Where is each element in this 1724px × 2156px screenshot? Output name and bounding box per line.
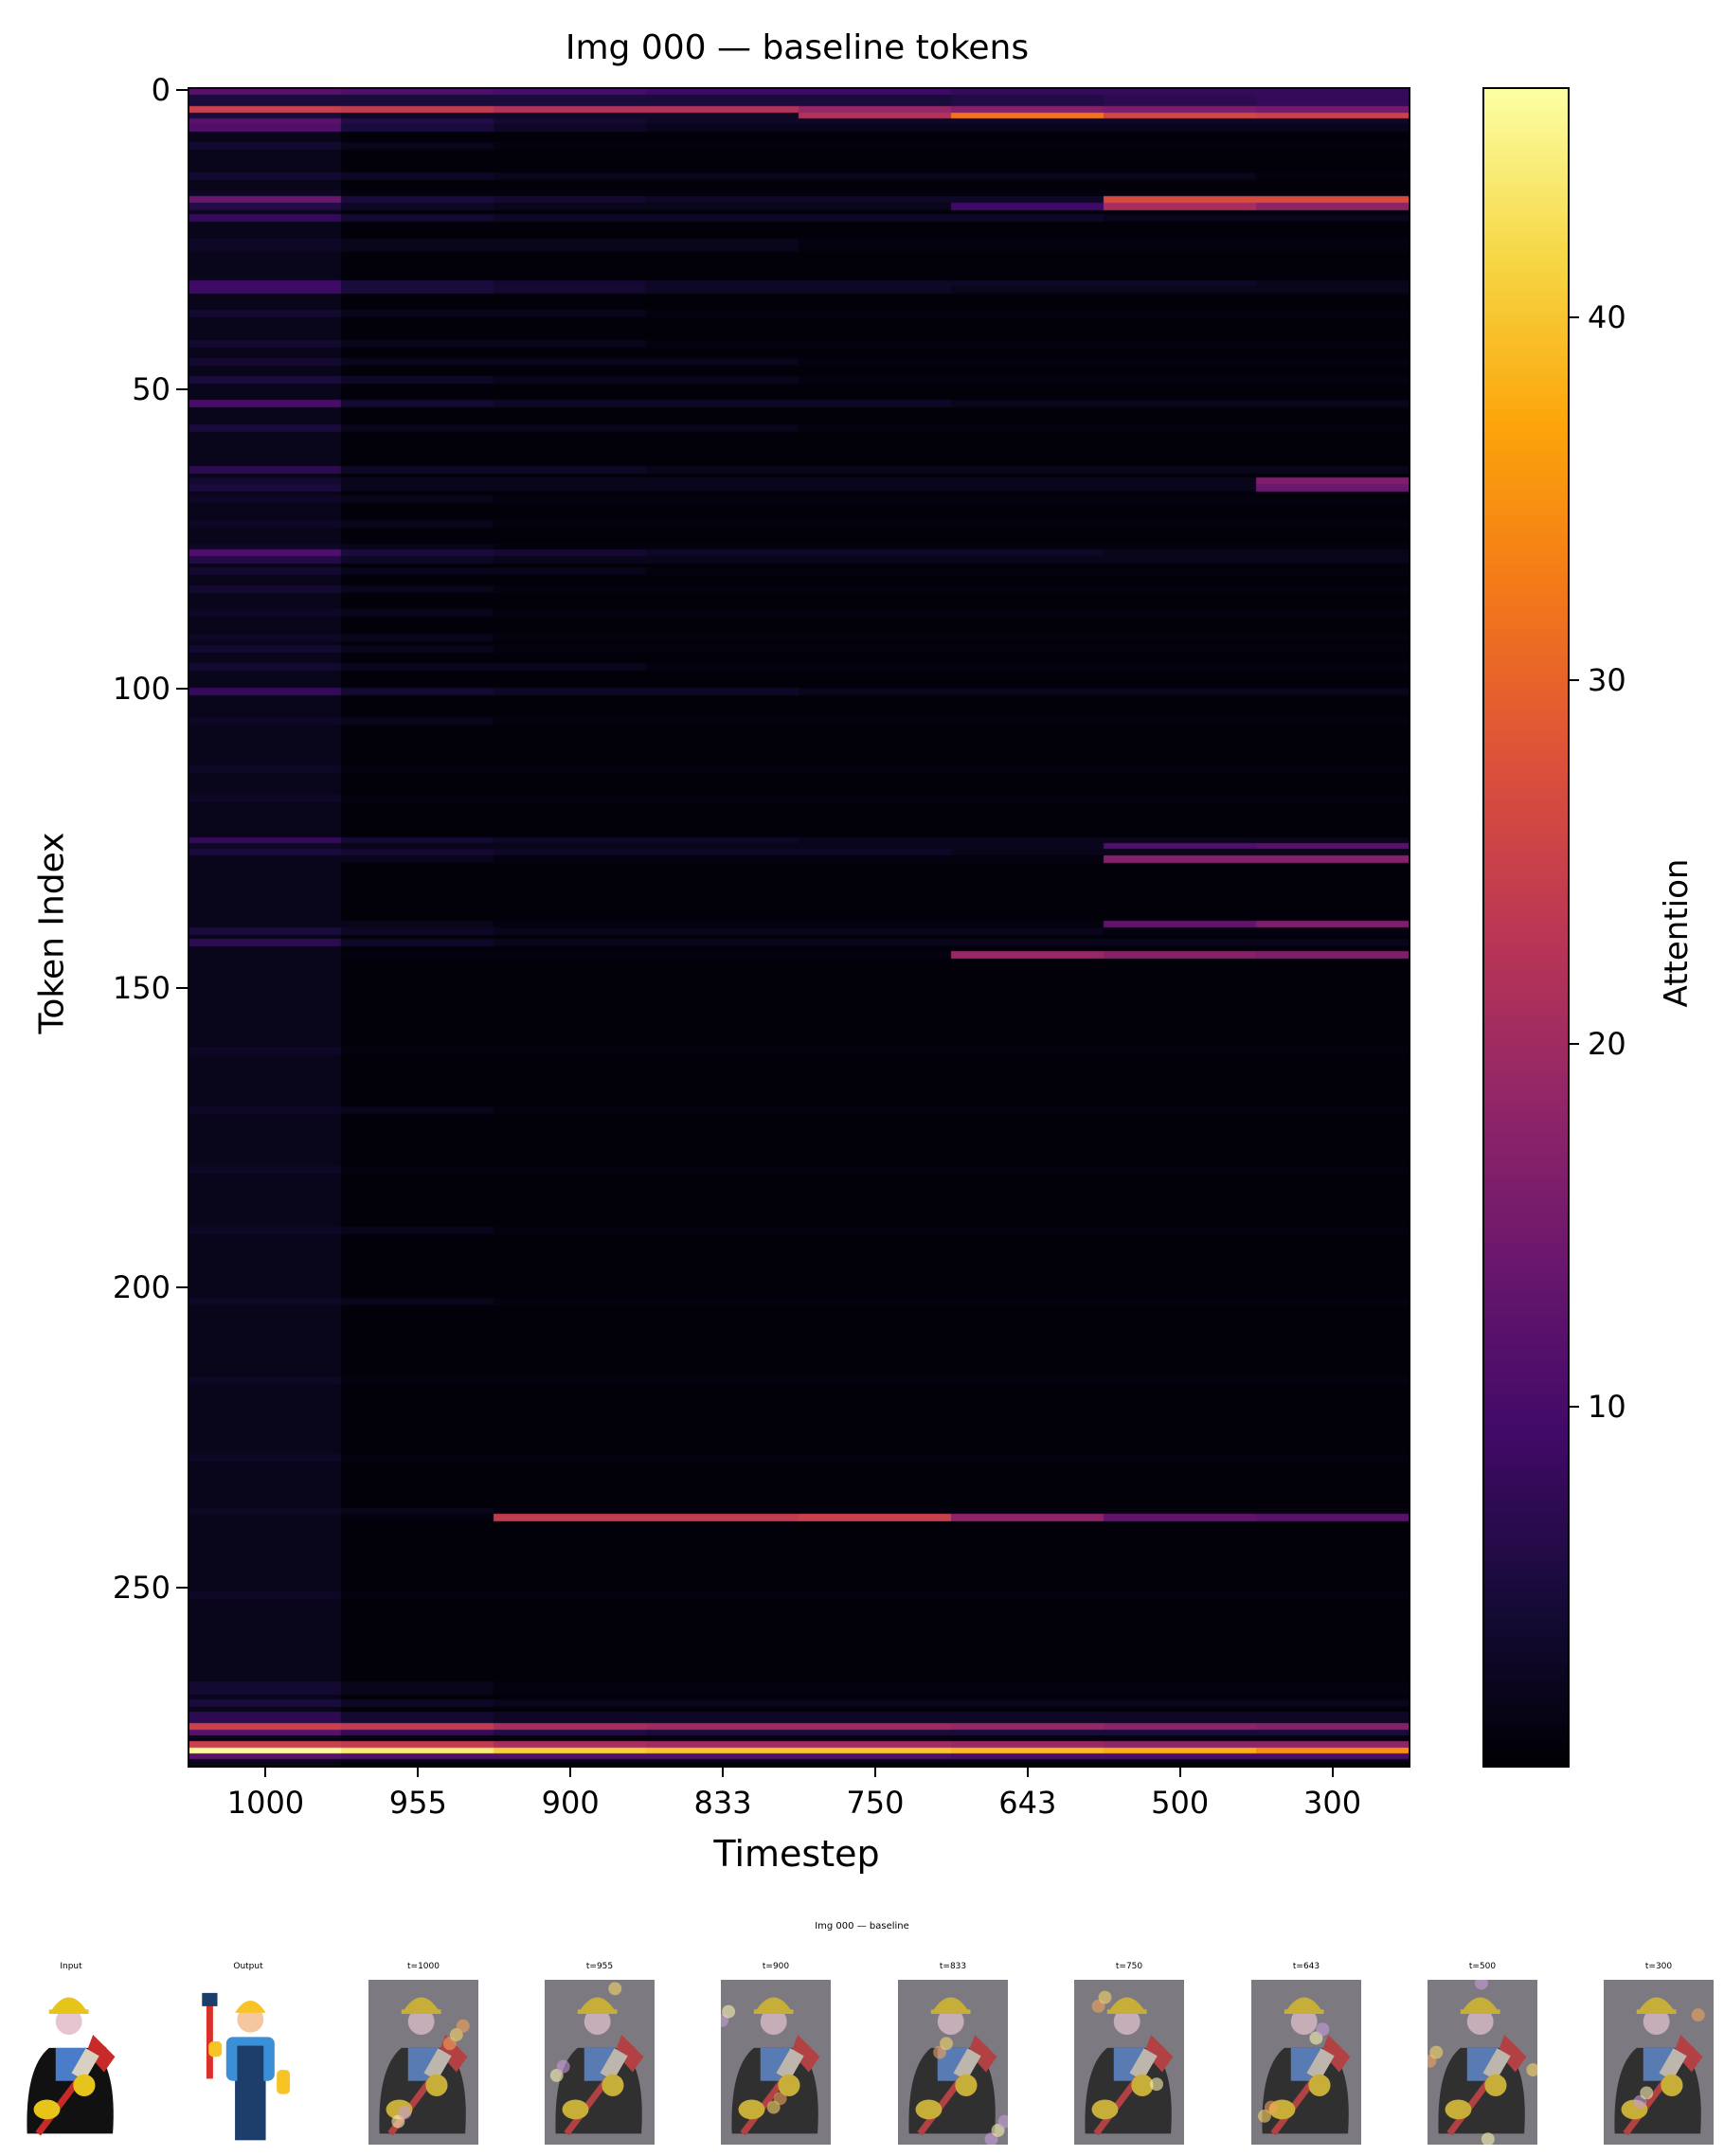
x-tick-label: 900 [541, 1785, 600, 1821]
thumbnail-label: t=833 [939, 1962, 967, 1971]
y-tick-label: 100 [112, 671, 171, 708]
thumbnail-label: t=900 [762, 1962, 790, 1971]
attention-overlay-image [368, 1980, 478, 2145]
thumbnail-label: Output [233, 1962, 263, 1971]
y-tick-label: 200 [112, 1269, 171, 1306]
x-tick-label: 833 [693, 1785, 752, 1821]
y-tick-mark [176, 987, 188, 990]
y-tick-mark [176, 89, 188, 92]
thumbnail-strip-title: Img 000 — baseline [815, 1921, 909, 1931]
chart-title: Img 000 — baseline tokens [565, 28, 1030, 67]
attention-overlay-image [898, 1980, 1008, 2145]
input-image [16, 1980, 126, 2145]
colorbar-tick-label: 30 [1588, 662, 1626, 699]
attention-overlay-image [545, 1980, 655, 2145]
colorbar-tick-mark [1568, 316, 1579, 319]
x-tick-mark [417, 1766, 420, 1777]
y-tick-label: 0 [151, 72, 171, 109]
x-tick-label: 955 [388, 1785, 447, 1821]
colorbar-tick-mark [1568, 679, 1579, 682]
colorbar-label: Attention [1658, 858, 1696, 1008]
y-axis-label: Token Index [32, 832, 72, 1034]
x-tick-mark [873, 1766, 876, 1777]
colorbar-tick-label: 20 [1588, 1025, 1626, 1062]
thumbnail-label: t=300 [1644, 1962, 1673, 1971]
x-tick-mark [722, 1766, 725, 1777]
attention-overlay-image [1428, 1980, 1537, 2145]
y-tick-label: 50 [132, 371, 171, 408]
thumbnail-label: t=750 [1115, 1962, 1143, 1971]
attention-overlay-image [1604, 1980, 1714, 2145]
thumbnail-label: Input [60, 1962, 82, 1971]
thumbnail-label: t=955 [585, 1962, 614, 1971]
colorbar-tick-label: 10 [1588, 1388, 1626, 1425]
attention-overlay-image [1074, 1980, 1184, 2145]
thumbnail-label: t=1000 [407, 1962, 440, 1971]
x-tick-label: 643 [998, 1785, 1057, 1821]
x-tick-mark [569, 1766, 572, 1777]
heatmap-canvas [189, 89, 1409, 1766]
y-tick-mark [176, 688, 188, 691]
colorbar-tick-mark [1568, 1042, 1579, 1045]
attention-overlay-image [1251, 1980, 1361, 2145]
colorbar [1482, 87, 1570, 1768]
x-tick-mark [1026, 1766, 1029, 1777]
x-tick-label: 1000 [226, 1785, 305, 1821]
y-tick-mark [176, 1586, 188, 1589]
output-image [193, 1980, 303, 2145]
x-tick-label: 500 [1151, 1785, 1210, 1821]
thumbnail-label: t=500 [1468, 1962, 1497, 1971]
y-tick-label: 250 [112, 1569, 171, 1606]
x-tick-label: 300 [1303, 1785, 1362, 1821]
x-axis-label: Timestep [713, 1833, 880, 1875]
thumbnail-label: t=643 [1292, 1962, 1320, 1971]
x-tick-mark [1331, 1766, 1334, 1777]
heatmap-plot-area [188, 87, 1410, 1768]
x-tick-mark [1178, 1766, 1181, 1777]
x-tick-label: 750 [846, 1785, 905, 1821]
y-tick-mark [176, 1286, 188, 1289]
attention-overlay-image [721, 1980, 831, 2145]
y-tick-label: 150 [112, 970, 171, 1007]
x-tick-mark [264, 1766, 267, 1777]
colorbar-tick-mark [1568, 1405, 1579, 1408]
y-tick-mark [176, 388, 188, 391]
colorbar-tick-label: 40 [1588, 299, 1626, 336]
